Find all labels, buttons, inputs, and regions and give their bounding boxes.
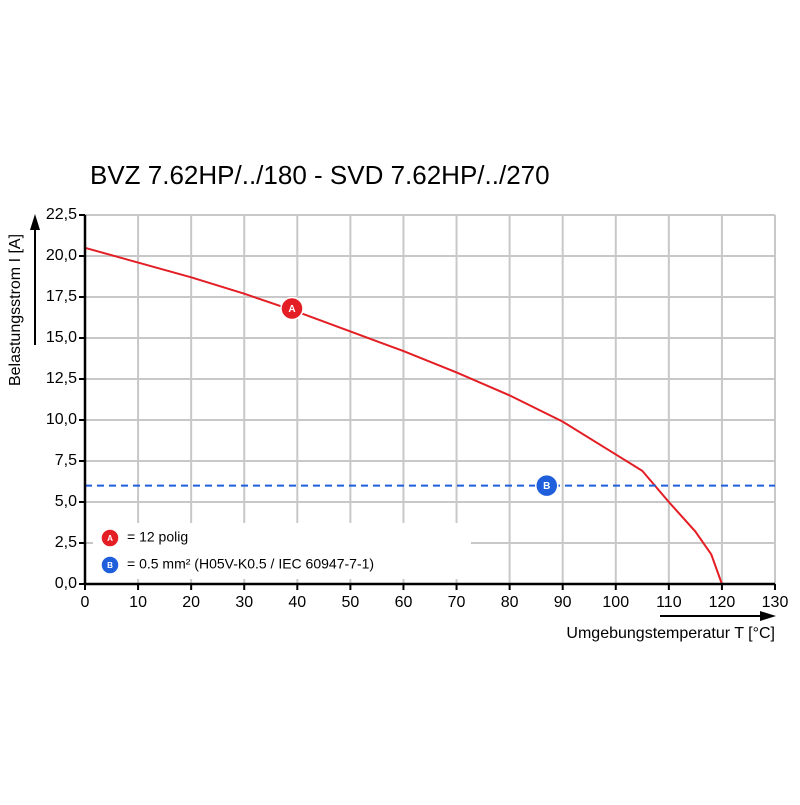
x-axis-arrow bbox=[660, 611, 776, 621]
y-axis-arrow bbox=[30, 214, 40, 345]
x-tick-label: 110 bbox=[656, 594, 682, 611]
x-axis-label: Umgebungstemperatur T [°C] bbox=[566, 625, 775, 642]
legend-marker-label: A bbox=[107, 534, 113, 543]
x-tick-label: 20 bbox=[182, 594, 200, 611]
x-tick-label: 0 bbox=[81, 594, 90, 611]
x-tick-label: 30 bbox=[235, 594, 253, 611]
y-tick-label: 20,0 bbox=[46, 247, 77, 264]
y-axis-label: Belastungsstrom I [A] bbox=[7, 234, 24, 386]
series-line bbox=[84, 246, 723, 585]
legend-marker bbox=[100, 528, 120, 548]
legend-entry: = 12 polig bbox=[127, 529, 188, 545]
x-tick-label: 130 bbox=[762, 594, 789, 611]
y-tick-label: 12,5 bbox=[46, 370, 77, 387]
y-tick-label: 22,5 bbox=[46, 206, 77, 223]
y-tick-label: 0,0 bbox=[55, 575, 77, 592]
x-tick-label: 120 bbox=[709, 594, 736, 611]
y-tick-label: 5,0 bbox=[55, 493, 77, 510]
x-tick-label: 100 bbox=[602, 594, 629, 611]
chart-title: BVZ 7.62HP/../180 - SVD 7.62HP/../270 bbox=[90, 160, 550, 190]
annotation-marker bbox=[535, 473, 559, 498]
x-tick-label: 60 bbox=[395, 594, 413, 611]
legend-box bbox=[93, 523, 471, 579]
x-tick-label: 90 bbox=[554, 594, 572, 611]
annotation-label: A bbox=[288, 304, 295, 315]
x-tick-label: 50 bbox=[341, 594, 359, 611]
annotation-marker bbox=[280, 296, 304, 321]
x-tick-label: 70 bbox=[448, 594, 466, 611]
legend-marker-label: B bbox=[107, 561, 113, 570]
y-tick-label: 17,5 bbox=[46, 288, 77, 305]
x-tick-label: 40 bbox=[288, 594, 306, 611]
x-tick-label: 10 bbox=[129, 594, 147, 611]
y-tick-label: 15,0 bbox=[46, 329, 77, 346]
legend-marker bbox=[100, 555, 120, 575]
legend-entry: = 0.5 mm² (H05V-K0.5 / IEC 60947-7-1) bbox=[127, 556, 374, 572]
annotation-label: B bbox=[543, 481, 550, 492]
y-tick-label: 10,0 bbox=[46, 411, 77, 428]
x-tick-label: 80 bbox=[501, 594, 519, 611]
y-tick-label: 7,5 bbox=[55, 452, 77, 469]
y-tick-label: 2,5 bbox=[55, 534, 77, 551]
